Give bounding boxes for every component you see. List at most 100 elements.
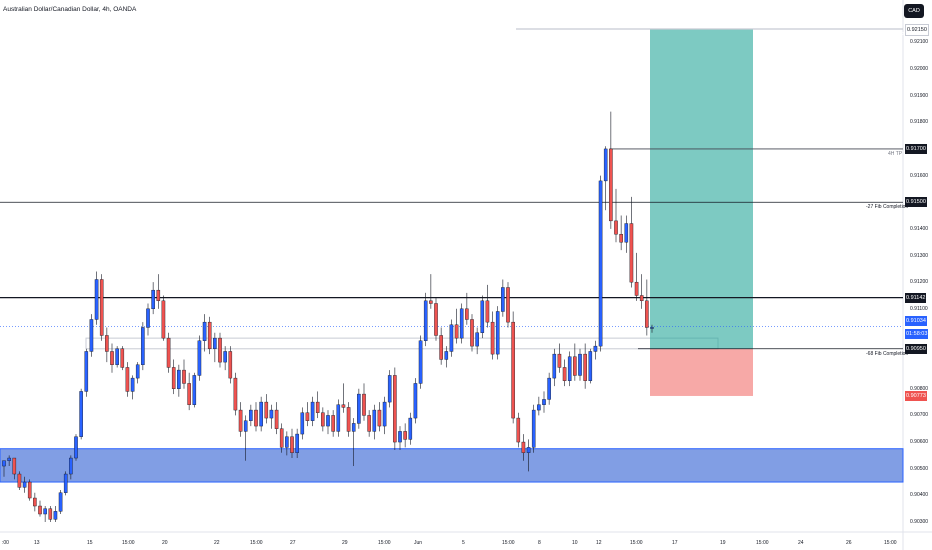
candle-body — [387, 375, 392, 403]
candle-body — [346, 407, 351, 432]
symbol-title: Australian Dollar/Canadian Dollar, 4h, O… — [3, 6, 137, 13]
y-tick-label: 0.90700 — [910, 412, 929, 419]
candle-body — [115, 348, 119, 365]
candle-body — [490, 321, 495, 355]
candle-body — [614, 220, 618, 235]
y-tick-label: 0.91100 — [910, 305, 928, 312]
candle-body — [434, 303, 438, 336]
candle-body — [315, 401, 320, 413]
candle-body — [12, 457, 17, 475]
candle-body — [557, 353, 562, 368]
candle-body — [7, 457, 11, 461]
candle-body — [336, 404, 341, 432]
candle-body — [192, 375, 197, 405]
x-tick-label: :00 — [2, 540, 9, 546]
daily-tp-badge: 0.92150 — [905, 23, 929, 36]
candle-body — [629, 223, 634, 283]
candle-body — [130, 377, 135, 392]
candle-body — [552, 353, 557, 379]
y-tick-label: 0.91900 — [910, 92, 929, 99]
candle-body — [295, 433, 299, 453]
candle-body — [418, 340, 423, 384]
candle-body — [511, 321, 515, 419]
candle-body — [89, 319, 94, 352]
candle-body — [171, 367, 176, 389]
x-tick-label: 15:00 — [884, 540, 897, 546]
candle-body — [634, 281, 639, 296]
fib-27-label: -27 Fib Completion — [866, 204, 909, 211]
candle-body — [161, 300, 166, 339]
x-tick-label: 24 — [798, 540, 804, 546]
candle-body — [372, 409, 377, 432]
candle-body — [588, 351, 593, 381]
stop-loss-badge: 0.90773 — [905, 390, 927, 401]
candle-body — [274, 409, 279, 429]
candle-body — [17, 473, 22, 488]
candle-body — [423, 300, 428, 341]
candle-body — [341, 404, 346, 408]
x-tick-label: 15:00 — [378, 540, 391, 546]
candle-body — [2, 460, 6, 467]
candle-body — [609, 148, 613, 222]
x-tick-label: 20 — [162, 540, 168, 546]
candle-body — [43, 508, 47, 515]
candle-body — [166, 337, 171, 368]
candle-body — [202, 321, 207, 341]
x-tick-label: 15:00 — [756, 540, 769, 546]
y-tick-label: 0.92100 — [910, 39, 929, 46]
candle-body — [305, 412, 310, 421]
x-tick-label: 22 — [214, 540, 220, 546]
current-price-badge: 0.91034 — [905, 315, 927, 326]
position-target-area — [650, 28, 753, 349]
candle-body — [310, 401, 315, 421]
candle-body — [485, 300, 490, 323]
candle-body — [501, 287, 505, 312]
y-tick-label: 0.91300 — [910, 252, 929, 259]
x-tick-label: 17 — [672, 540, 678, 546]
x-tick-label: 19 — [720, 540, 726, 546]
candle-body — [259, 401, 263, 427]
candle-body — [22, 481, 27, 488]
candle-body — [439, 335, 443, 360]
x-tick-label: 13 — [34, 540, 40, 546]
x-tick-label: 5 — [462, 540, 465, 546]
candle-body — [110, 351, 114, 365]
x-tick-label: 15:00 — [630, 540, 643, 546]
currency-button[interactable]: CAD — [904, 4, 924, 18]
candle-body — [84, 351, 89, 392]
candle-body — [182, 369, 186, 384]
candle-body — [223, 351, 227, 363]
candle-body — [233, 377, 238, 411]
y-tick-label: 0.90300 — [910, 519, 929, 525]
y-tick-label: 0.90800 — [910, 385, 929, 392]
candle-body — [249, 409, 253, 421]
candle-body — [542, 399, 546, 405]
candle-body — [393, 375, 397, 443]
candle-body — [207, 321, 212, 349]
candle-body — [238, 409, 243, 432]
candle-body — [243, 420, 248, 432]
candle-body — [321, 412, 325, 427]
candle-body — [459, 308, 464, 339]
candle-body — [465, 308, 469, 320]
candle-body — [27, 481, 32, 499]
candle-body — [63, 473, 68, 493]
demand-zone — [0, 448, 904, 483]
candle-body — [362, 393, 366, 416]
candle-body — [495, 311, 500, 355]
candle-body — [197, 340, 202, 376]
candle-body — [218, 337, 222, 363]
fib-68-label: -68 Fib Completion — [866, 350, 909, 357]
x-tick-label: 10 — [572, 540, 578, 546]
candle-body — [526, 447, 531, 453]
candle-body — [48, 508, 53, 520]
candle-body — [403, 431, 407, 440]
candle-body — [624, 223, 629, 243]
y-tick-label: 0.90600 — [910, 439, 929, 446]
candle-body — [650, 327, 654, 329]
x-tick-label: 15:00 — [502, 540, 515, 546]
candle-body — [603, 148, 608, 182]
candle-body — [79, 391, 83, 437]
candle-body — [146, 308, 150, 328]
